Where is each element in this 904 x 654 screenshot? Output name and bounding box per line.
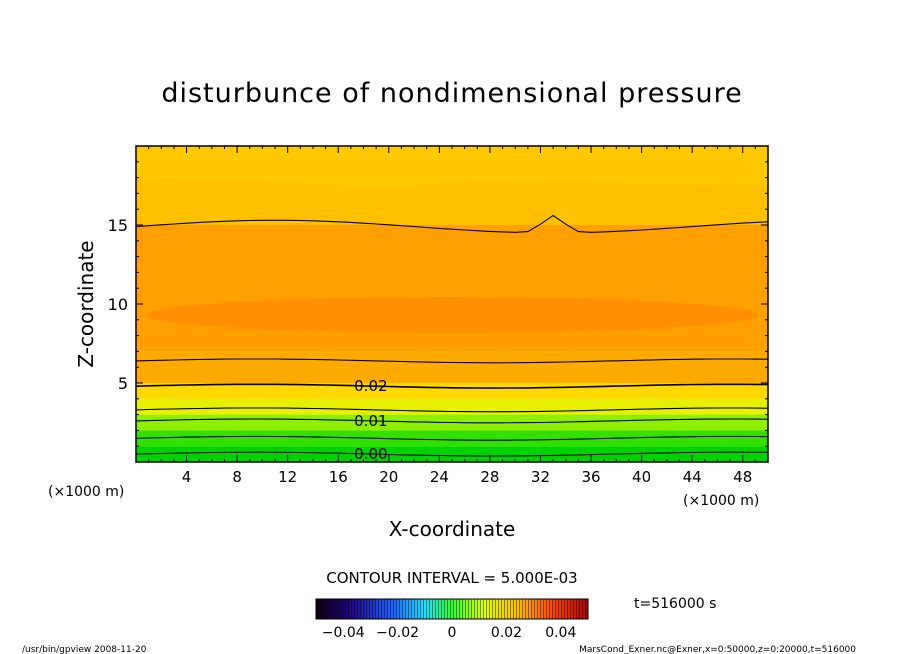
x-unit-right: (×1000 m) xyxy=(683,493,759,509)
x-tick-label: 48 xyxy=(733,468,752,486)
contour-line-3 xyxy=(136,407,768,413)
y-tick-label: 10 xyxy=(108,295,128,314)
y-tick-label: 5 xyxy=(118,374,128,393)
plot-area: 0.02 0.01 0.00 xyxy=(136,146,768,463)
contour-band-3 xyxy=(136,398,768,415)
colorbar xyxy=(315,598,589,620)
contour-line-2 xyxy=(136,418,768,424)
contour-line-1 xyxy=(136,435,768,441)
contour-line-6 xyxy=(136,214,768,233)
colorbar-tick-label: 0.04 xyxy=(545,625,576,641)
contour-label-0: 0.02 xyxy=(354,377,387,395)
footer-left: /usr/bin/gpview 2008-11-20 xyxy=(22,645,147,654)
x-tick-label: 28 xyxy=(480,468,499,486)
contour-interval: CONTOUR INTERVAL = 5.000E-03 xyxy=(326,569,577,587)
contour-label-1: 0.01 xyxy=(354,412,387,430)
x-tick-label: 36 xyxy=(581,468,600,486)
y-axis-label: Z-coordinate xyxy=(74,240,98,367)
x-tick-label: 40 xyxy=(632,468,651,486)
x-tick-label: 44 xyxy=(683,468,702,486)
x-axis-label: X-coordinate xyxy=(389,517,516,541)
contour-band-5 xyxy=(136,351,768,383)
time-label: t=516000 s xyxy=(634,596,716,612)
contour-label-2: 0.00 xyxy=(354,445,387,463)
colorbar-tick-label: −0.04 xyxy=(322,625,365,641)
contour-line-4 xyxy=(136,383,768,389)
footer-right: MarsCond_Exner.nc@Exner,x=0:50000,z=0:20… xyxy=(579,645,856,654)
x-unit-left: (×1000 m) xyxy=(48,484,124,500)
chart-title: disturbunce of nondimensional pressure xyxy=(161,78,742,109)
colorbar-tick-label: 0.02 xyxy=(491,625,522,641)
colorbar-tick-label: −0.02 xyxy=(376,625,419,641)
x-tick-label: 16 xyxy=(329,468,348,486)
x-tick-label: 4 xyxy=(182,468,192,486)
contour-line-0 xyxy=(136,451,768,457)
contour-band-1 xyxy=(136,430,768,447)
x-tick-label: 24 xyxy=(430,468,449,486)
upper-band xyxy=(136,146,768,189)
contour-band-0 xyxy=(136,446,768,462)
y-tick-label: 15 xyxy=(108,216,128,235)
x-tick-label: 20 xyxy=(379,468,398,486)
x-tick-label: 12 xyxy=(278,468,297,486)
x-tick-label: 32 xyxy=(531,468,550,486)
colorbar-tick-label: 0 xyxy=(448,625,457,641)
x-tick-label: 8 xyxy=(232,468,242,486)
pressure-core xyxy=(146,297,758,334)
contour-line-5 xyxy=(136,358,768,364)
